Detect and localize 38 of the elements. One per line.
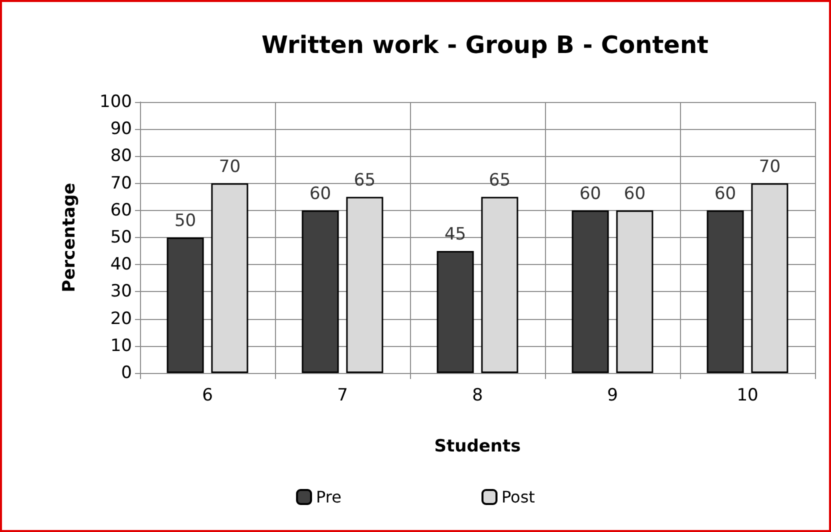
bar — [436, 251, 474, 373]
data-label: 60 — [309, 184, 332, 204]
data-label: 60 — [714, 184, 736, 204]
legend-label: Pre — [316, 488, 342, 506]
data-label: 60 — [624, 184, 646, 204]
chart-title: Written work - Group B - Content — [261, 31, 709, 59]
y-tick-label: 80 — [110, 146, 132, 166]
y-tick-label: 90 — [110, 119, 132, 140]
x-tick-label: 6 — [202, 386, 213, 406]
y-tick-label: 50 — [110, 228, 132, 248]
data-label: 60 — [579, 184, 602, 204]
y-tick-label: 10 — [110, 336, 132, 356]
data-label: 70 — [218, 156, 241, 177]
y-tick-label: 60 — [110, 200, 132, 220]
y-tick-label: 0 — [121, 363, 132, 383]
bar — [211, 183, 248, 373]
x-tick-label: 7 — [337, 386, 348, 406]
y-tick-label: 20 — [110, 308, 132, 329]
bar — [751, 183, 788, 373]
bar — [481, 196, 518, 373]
legend-label: Post — [501, 488, 535, 506]
y-tick-label: 40 — [110, 254, 132, 275]
y-tick-label: 100 — [100, 92, 132, 112]
x-tick-label: 9 — [607, 386, 618, 406]
bar — [572, 210, 609, 373]
y-axis-title: Percentage — [60, 182, 80, 292]
x-tick-label: 10 — [736, 386, 758, 406]
y-tick-label: 30 — [110, 282, 132, 302]
bar — [302, 210, 339, 373]
y-tick-label: 70 — [110, 173, 132, 194]
bar — [616, 210, 654, 373]
bar — [166, 238, 204, 373]
x-axis-title: Students — [434, 436, 521, 456]
x-tick-label: 8 — [472, 386, 483, 406]
bar — [706, 210, 744, 373]
data-label: 70 — [758, 156, 781, 177]
bar — [346, 196, 384, 373]
data-label: 50 — [174, 211, 196, 231]
